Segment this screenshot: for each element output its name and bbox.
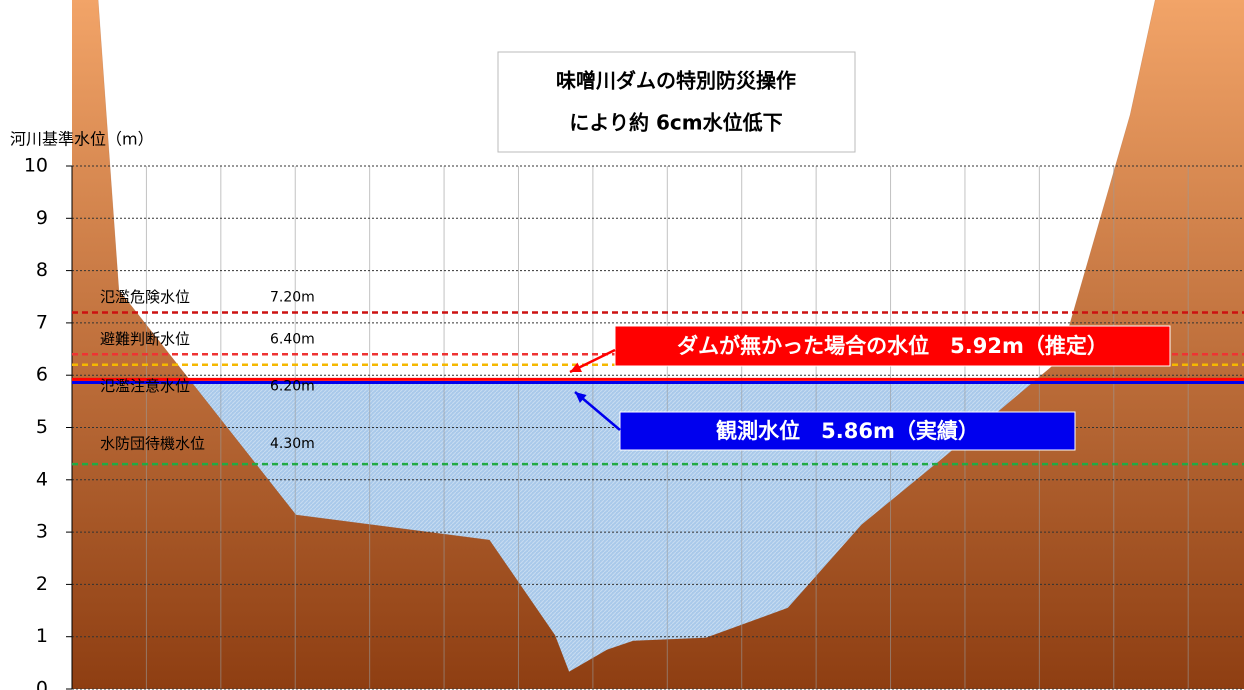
y-tick-label: 5 <box>36 416 48 438</box>
annotation-box <box>614 325 1171 367</box>
y-tick-label: 7 <box>36 311 48 333</box>
y-tick-label: 6 <box>36 364 48 386</box>
y-tick-label: 2 <box>36 573 48 595</box>
level-value: 6.20m <box>270 379 315 395</box>
arrow-head <box>570 362 582 372</box>
y-tick-label: 8 <box>36 259 48 281</box>
title: により約 6cm水位低下 <box>569 111 782 135</box>
annotation-box <box>619 411 1076 451</box>
level-name: 氾濫注意水位 <box>100 377 190 395</box>
title-box <box>497 51 856 153</box>
y-tick-label: 1 <box>36 625 48 647</box>
level-name: 氾濫危険水位 <box>100 288 190 306</box>
arrow-head <box>575 392 587 403</box>
title: 味噌川ダムの特別防災操作 <box>556 69 796 93</box>
y-tick-label: 3 <box>36 521 48 543</box>
level-value: 7.20m <box>270 289 315 305</box>
terrain-fill <box>72 0 1244 689</box>
y-tick-label: 0 <box>36 678 48 690</box>
level-value: 6.40m <box>270 331 315 347</box>
y-axis-label: 河川基準水位（m） <box>10 130 154 149</box>
y-tick-label: 10 <box>24 155 48 177</box>
y-tick-label: 9 <box>36 207 48 229</box>
level-name: 水防団待機水位 <box>100 435 205 453</box>
level-name: 避難判断水位 <box>100 330 190 348</box>
annotation: 観測水位 5.86m（実績） <box>716 419 979 443</box>
terrain-profile <box>97 0 1156 673</box>
annotation: ダムが無かった場合の水位 5.92m（推定） <box>677 334 1108 358</box>
level-value: 4.30m <box>270 436 315 452</box>
y-tick-label: 4 <box>36 468 48 490</box>
